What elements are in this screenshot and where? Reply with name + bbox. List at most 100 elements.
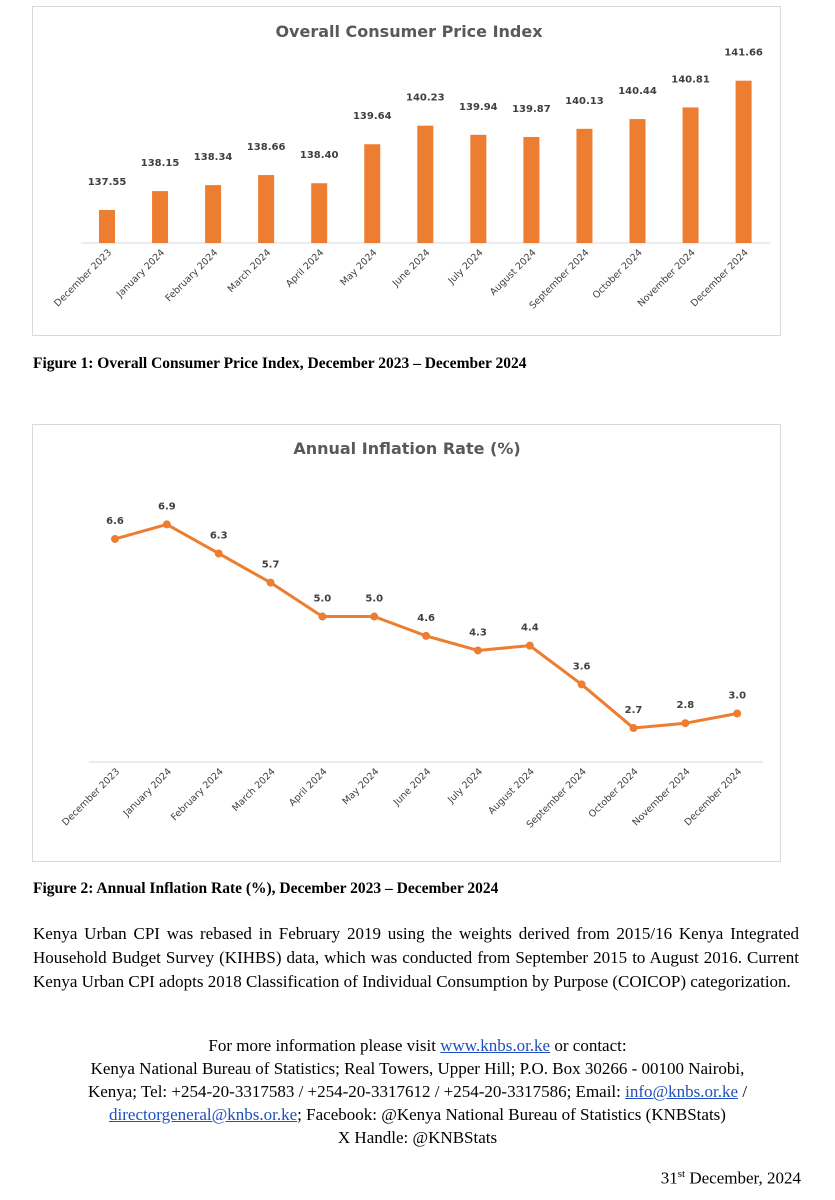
x-tick-label: April 2024 — [284, 247, 326, 289]
x-tick-label: July 2024 — [445, 766, 485, 806]
phones-line: Kenya; Tel: +254-20-3317583 / +254-20-33… — [20, 1080, 815, 1103]
figure2-caption: Figure 2: Annual Inflation Rate (%), Dec… — [33, 880, 499, 897]
x-tick-label: June 2024 — [391, 766, 433, 808]
facebook-text: ; Facebook: @Kenya National Bureau of St… — [297, 1105, 726, 1124]
date-rest: December, 2024 — [685, 1168, 801, 1188]
cpi-bar — [470, 134, 487, 243]
visit-suffix: or contact: — [550, 1036, 627, 1055]
visit-line: For more information please visit www.kn… — [20, 1034, 815, 1057]
date-suffix: st — [677, 1168, 686, 1180]
contact-block: For more information please visit www.kn… — [20, 1034, 815, 1149]
inflation-data-label: 5.0 — [365, 594, 383, 605]
x-tick-label: December 2023 — [60, 766, 122, 828]
x-tick-label: December 2024 — [689, 247, 751, 309]
x-tick-label: December 2023 — [52, 247, 114, 309]
inflation-point — [370, 612, 379, 621]
cpi-bar — [682, 107, 699, 243]
cpi-data-label: 138.40 — [300, 150, 339, 161]
inflation-point — [214, 549, 223, 558]
inflation-point — [162, 520, 171, 529]
x-tick-label: January 2024 — [114, 247, 167, 300]
x-tick-label: March 2024 — [226, 247, 273, 294]
cpi-bar — [311, 183, 328, 243]
x-tick-label: July 2024 — [446, 247, 486, 287]
inflation-point — [111, 534, 119, 543]
rebase-note: Kenya Urban CPI was rebased in February … — [33, 924, 799, 991]
inflation-data-label: 4.3 — [469, 627, 487, 638]
inflation-data-label: 2.8 — [676, 700, 694, 711]
cpi-bar — [523, 136, 540, 243]
x-tick-label: November 2024 — [636, 247, 698, 309]
cpi-bar — [205, 185, 222, 243]
cpi-chart-title: Overall Consumer Price Index — [275, 22, 543, 41]
x-tick-label: March 2024 — [230, 766, 277, 813]
address-line: Kenya National Bureau of Statistics; Rea… — [90, 1059, 745, 1078]
cpi-bar — [629, 119, 646, 243]
inflation-chart: Annual Inflation Rate (%) 6.6 6.9 6.3 5.7 5.… — [32, 424, 781, 862]
cpi-chart: Overall Consumer Price Index 137.55 138.1… — [32, 6, 781, 336]
x-tick-label: May 2024 — [338, 247, 379, 288]
cpi-bar — [576, 128, 593, 243]
visit-prefix: For more information please visit — [208, 1036, 441, 1055]
inflation-point — [422, 631, 431, 640]
cpi-bar — [735, 80, 752, 243]
x-tick-label: May 2024 — [340, 766, 381, 807]
inflation-data-label: 5.7 — [262, 560, 280, 571]
cpi-bar — [99, 209, 115, 243]
x-tick-label: October 2024 — [591, 247, 645, 301]
x-tick-label: September 2024 — [527, 247, 591, 311]
cpi-bar — [364, 144, 381, 243]
release-date: 31st December, 2024 — [661, 1168, 801, 1189]
inflation-point — [318, 612, 327, 621]
inflation-point — [266, 578, 275, 587]
x-tick-label: December 2024 — [682, 766, 744, 828]
cpi-data-label: 138.15 — [141, 158, 180, 169]
x-tick-label: April 2024 — [287, 766, 329, 808]
x-tick-label: October 2024 — [587, 766, 641, 820]
inflation-series-line — [114, 522, 738, 730]
cpi-data-label: 138.66 — [247, 142, 286, 153]
email-separator: / — [738, 1082, 748, 1101]
inflation-point — [629, 724, 638, 733]
inflation-data-label: 4.4 — [521, 623, 539, 634]
inflation-data-label: 6.3 — [210, 530, 228, 541]
inflation-point — [577, 680, 586, 689]
cpi-data-label: 137.55 — [88, 177, 127, 188]
website-link[interactable]: www.knbs.or.ke — [440, 1036, 551, 1055]
email-info-link[interactable]: info@knbs.or.ke — [625, 1082, 739, 1101]
cpi-data-label: 139.64 — [353, 111, 392, 122]
x-tick-label: August 2024 — [488, 247, 539, 298]
inflation-data-label: 6.6 — [106, 516, 124, 527]
email-line: directorgeneral@knbs.or.ke; Facebook: @K… — [20, 1103, 815, 1126]
cpi-data-label: 138.34 — [194, 152, 233, 163]
inflation-data-label: 2.7 — [625, 705, 643, 716]
x-tick-label: June 2024 — [390, 247, 432, 289]
cpi-data-label: 140.44 — [618, 86, 657, 97]
phones-text: Kenya; Tel: +254-20-3317583 / +254-20-33… — [87, 1082, 626, 1101]
date-day: 31 — [660, 1168, 678, 1188]
x-tick-label: August 2024 — [486, 766, 537, 817]
inflation-point — [681, 719, 690, 728]
figure1-caption: Figure 1: Overall Consumer Price Index, … — [33, 355, 527, 372]
inflation-data-label: 6.9 — [158, 501, 176, 512]
cpi-data-label: 139.87 — [512, 104, 551, 115]
inflation-chart-title: Annual Inflation Rate (%) — [293, 439, 520, 458]
inflation-data-label: 3.6 — [573, 661, 591, 672]
inflation-chart-svg: Annual Inflation Rate (%) 6.6 6.9 6.3 5.7 5.… — [60, 439, 764, 830]
email-dg-link[interactable]: directorgeneral@knbs.or.ke — [109, 1105, 298, 1124]
cpi-data-label: 140.23 — [406, 93, 445, 104]
inflation-point — [733, 709, 742, 718]
x-tick-label: February 2024 — [169, 766, 226, 823]
inflation-data-label: 5.0 — [314, 594, 332, 605]
cpi-data-label: 139.94 — [459, 102, 498, 113]
inflation-point — [525, 641, 534, 650]
cpi-bar — [152, 191, 169, 243]
x-tick-label: February 2024 — [163, 247, 220, 304]
cpi-bar — [258, 175, 275, 243]
cpi-data-label: 141.66 — [724, 48, 763, 59]
inflation-data-label: 3.0 — [728, 691, 746, 702]
inflation-point — [473, 646, 482, 655]
inflation-data-label: 4.6 — [417, 613, 435, 624]
x-tick-label: January 2024 — [121, 766, 174, 819]
cpi-bar — [417, 125, 434, 243]
